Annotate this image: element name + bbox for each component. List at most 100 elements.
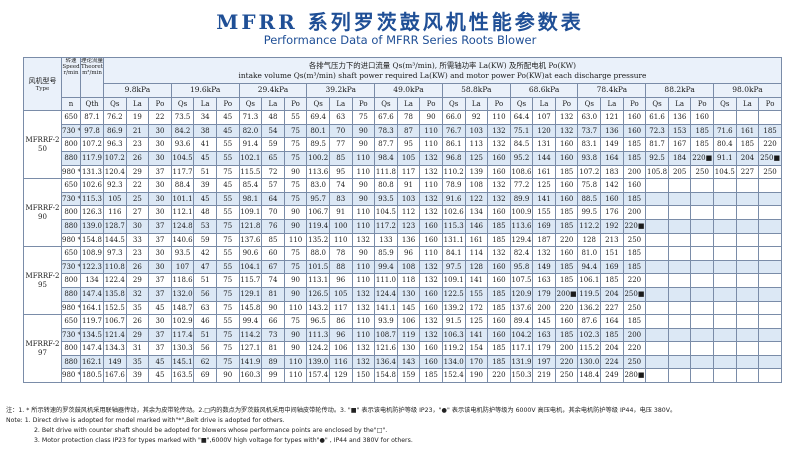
value-cell: 75 [215,273,240,288]
value-cell: 88.0 [306,246,330,261]
value-cell [758,327,782,343]
table-row: 800 134 122.4 29 37 118.6 51 75 115.7 74 90 113.1 96… [24,273,782,288]
model-header-cn: 风机型号 [28,76,57,85]
value-cell: 91.1 [713,150,737,166]
value-cell: 75 [283,137,308,152]
col-symbol: La [328,96,353,112]
value-cell: 90 [419,110,443,125]
col-symbol: La [667,96,692,112]
value-cell: 70 [261,205,285,220]
value-cell [645,341,669,356]
value-cell: 250 [758,164,782,180]
value-cell: 46 [193,314,217,329]
col-symbol: Qs [238,96,263,112]
value-cell: 185 [690,123,715,139]
speed-cell: 980 * [61,232,81,248]
col-symbol: Po [419,96,443,112]
value-cell: 97.5 [441,259,466,275]
table-row: 730 * 134.5 121.4 29 37 117.4 51 75 114.2 73 90 111… [24,327,782,343]
value-cell: 109.1 [441,273,466,288]
value-cell: 160 [600,191,624,207]
speed-cell: 650 [61,246,81,261]
col-symbol: Qs [645,96,669,112]
value-cell: 102.1 [238,150,263,166]
value-cell: 140.6 [170,232,195,248]
value-cell [735,232,760,248]
value-cell: 141 [464,273,489,288]
value-cell: 119.2 [441,341,466,356]
value-cell: 93.6 [170,137,195,152]
value-cell: 75 [215,286,240,302]
value-cell [690,314,715,329]
value-cell: 81.0 [577,246,602,261]
value-cell: 185 [622,150,647,166]
pressure-header: 88.2kPa [645,83,715,98]
value-cell [735,314,760,329]
value-cell: 90.6 [238,246,263,261]
value-cell: 160 [554,314,579,329]
note-en-3: 3. Motor protection class IP23 for types… [34,437,413,444]
value-cell: 106.7 [103,314,127,329]
value-cell: 63.0 [577,110,602,125]
value-cell: 167.6 [103,368,127,384]
theory-cell: 102.6 [80,178,104,193]
value-cell: 220 [487,368,511,384]
col-symbol: La [396,96,421,112]
value-cell: 92.5 [645,150,669,166]
value-cell: 148.4 [577,368,602,384]
value-cell: 66.0 [441,110,466,125]
speed-header-cn: 转速 [65,58,77,64]
value-cell: 130.3 [170,341,195,356]
value-cell: 30 [148,137,172,152]
table-row: 800 147.4 134.3 31 37 130.3 56 75 127.1 81 90 124.2… [24,341,782,356]
value-cell: 104.5 [170,150,195,166]
value-cell: 39 [125,368,150,384]
value-cell: 89.4 [509,314,534,329]
value-cell: 96 [396,246,421,261]
value-cell: 91.5 [441,314,466,329]
value-cell: 160 [419,354,443,370]
value-cell: 102.3 [577,327,602,343]
value-cell: 160.3 [238,368,263,384]
table-row: 800 107.2 96.3 23 30 93.6 41 55 91.4 59 75 89.5 77 90… [24,137,782,152]
value-cell: 56 [193,286,217,302]
value-cell [735,273,760,288]
value-cell [713,246,737,261]
value-cell: 37 [148,273,172,288]
value-cell: 129.1 [238,286,263,302]
value-cell: 110 [351,327,376,343]
model-header: 风机型号 Type [23,57,62,112]
value-cell: 75 [283,246,308,261]
value-cell: 86.1 [441,137,466,152]
value-cell: 74 [261,273,285,288]
value-cell: 93.5 [170,246,195,261]
theory-cell: 108.9 [80,246,104,261]
value-cell: 185 [554,273,579,288]
value-cell: 124.4 [374,286,398,302]
value-cell: 132 [419,205,443,220]
theory-cell: 162.1 [80,354,104,370]
value-cell: 161 [464,232,489,248]
value-cell: 250 [622,232,647,248]
value-cell: 95.7 [306,191,330,207]
value-cell: 45 [148,300,172,316]
value-cell: 90 [283,341,308,356]
value-cell [713,110,737,125]
value-cell: 91.6 [441,191,466,207]
value-cell [735,205,760,220]
value-cell [758,354,782,370]
value-cell [735,300,760,316]
value-cell: 125 [464,150,489,166]
value-cell: 56 [193,341,217,356]
value-cell: 75 [215,341,240,356]
value-cell [667,273,692,288]
value-cell: 54 [261,123,285,139]
value-cell [645,327,669,343]
value-cell: 145 [532,314,556,329]
value-cell: 81 [261,286,285,302]
value-cell [645,300,669,316]
value-cell: 167 [667,137,692,152]
col-symbol: La [735,96,760,112]
value-cell: 106 [328,341,353,356]
value-cell [735,368,760,384]
